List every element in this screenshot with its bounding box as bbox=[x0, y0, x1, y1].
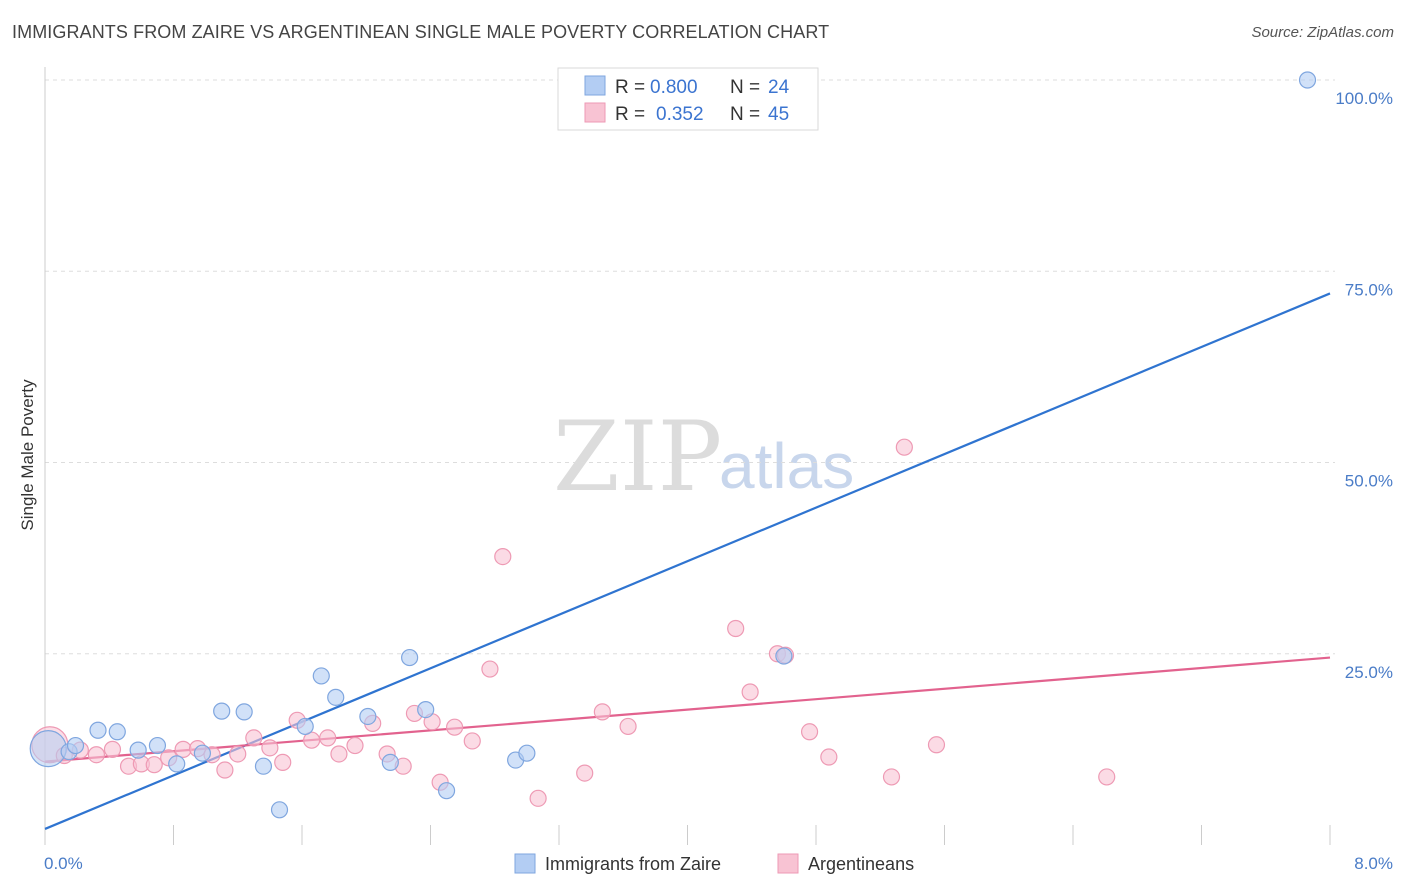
watermark-zip: ZIP bbox=[553, 401, 722, 513]
point-pink-35 bbox=[619, 717, 637, 736]
point-pink-15 bbox=[261, 739, 279, 757]
point-blue-12 bbox=[270, 801, 289, 819]
x-tick-label-max: 8.0% bbox=[1354, 854, 1393, 873]
point-blue-9 bbox=[213, 702, 231, 720]
point-pink-20 bbox=[330, 745, 348, 763]
y-tick-label-25: 25.0% bbox=[1345, 663, 1393, 682]
stats-legend: R = 0.800 N = 24 R = 0.352 N = 45 bbox=[557, 67, 819, 131]
point-blue-18 bbox=[401, 648, 419, 667]
stats-n-value-blue: 24 bbox=[768, 77, 790, 98]
point-pink-4 bbox=[103, 740, 122, 758]
chart-title: IMMIGRANTS FROM ZAIRE VS ARGENTINEAN SIN… bbox=[12, 22, 830, 42]
point-blue-14 bbox=[312, 667, 330, 685]
grid bbox=[45, 79, 1335, 655]
point-pink-33 bbox=[576, 764, 594, 782]
y-tick-label-100: 100.0% bbox=[1335, 89, 1393, 108]
stats-swatch-pink bbox=[584, 102, 606, 123]
point-pink-3 bbox=[87, 746, 106, 764]
stats-r-label-blue: R = bbox=[615, 77, 645, 98]
point-blue-15 bbox=[327, 688, 345, 706]
legend-swatch-argentineans bbox=[777, 853, 799, 874]
x-tick-label-min: 0.0% bbox=[44, 854, 83, 873]
legend-swatch-zaire bbox=[514, 853, 536, 874]
stats-n-label-pink: N = bbox=[730, 104, 760, 125]
point-pink-44 bbox=[927, 736, 946, 754]
point-blue-5 bbox=[129, 741, 147, 759]
point-pink-28 bbox=[445, 718, 464, 736]
point-pink-41 bbox=[820, 748, 838, 766]
stats-n-value-pink: 45 bbox=[768, 104, 789, 125]
point-blue-17 bbox=[381, 753, 399, 771]
point-blue-13 bbox=[296, 717, 314, 736]
point-pink-31 bbox=[494, 547, 512, 566]
point-pink-40 bbox=[800, 723, 819, 741]
source-credit: Source: ZipAtlas.com bbox=[1251, 24, 1394, 41]
stats-r-value-pink: 0.352 bbox=[656, 104, 704, 125]
point-blue-20 bbox=[437, 782, 456, 800]
point-blue-19 bbox=[417, 700, 435, 719]
point-blue-3 bbox=[89, 721, 107, 739]
point-pink-12 bbox=[216, 761, 234, 779]
point-blue-10 bbox=[235, 703, 253, 721]
point-blue-2 bbox=[66, 736, 85, 755]
point-blue-7 bbox=[168, 755, 186, 773]
point-blue-23 bbox=[775, 647, 793, 665]
y-tick-label-50: 50.0% bbox=[1345, 472, 1393, 491]
legend-label-zaire: Immigrants from Zaire bbox=[545, 854, 721, 874]
point-blue-24 bbox=[1298, 71, 1317, 89]
stats-swatch-blue bbox=[584, 75, 606, 96]
point-blue-16 bbox=[359, 707, 377, 726]
legend-label-argentineans: Argentineans bbox=[808, 854, 914, 874]
point-pink-42 bbox=[882, 768, 901, 786]
series-legend: Immigrants from Zaire Argentineans bbox=[514, 853, 914, 874]
point-pink-36 bbox=[727, 619, 745, 638]
stats-r-label-pink: R = bbox=[615, 104, 645, 125]
stats-r-value-blue: 0.800 bbox=[650, 77, 698, 98]
point-blue-8 bbox=[193, 744, 212, 762]
point-pink-32 bbox=[529, 789, 547, 807]
point-blue-6 bbox=[148, 736, 167, 755]
point-pink-13 bbox=[229, 745, 247, 763]
watermark-atlas: atlas bbox=[719, 430, 854, 502]
axes bbox=[44, 67, 1331, 845]
point-pink-14 bbox=[245, 729, 263, 747]
watermark: ZIP atlas bbox=[553, 401, 854, 513]
point-pink-9 bbox=[174, 740, 192, 758]
point-pink-19 bbox=[319, 729, 337, 747]
point-blue-22 bbox=[518, 744, 536, 762]
point-pink-16 bbox=[274, 753, 292, 771]
data-points bbox=[29, 71, 1317, 819]
stats-n-label-blue: N = bbox=[730, 77, 760, 98]
point-pink-7 bbox=[145, 756, 163, 774]
y-tick-label-75: 75.0% bbox=[1345, 280, 1393, 299]
point-blue-0 bbox=[29, 730, 67, 768]
point-pink-45 bbox=[1098, 768, 1116, 786]
point-pink-37 bbox=[741, 683, 759, 701]
point-blue-11 bbox=[254, 757, 273, 775]
point-pink-29 bbox=[463, 732, 481, 750]
point-pink-34 bbox=[593, 703, 611, 721]
point-pink-43 bbox=[895, 438, 913, 456]
point-pink-30 bbox=[481, 660, 499, 678]
point-blue-4 bbox=[108, 723, 126, 741]
y-tick-labels: 25.0% 50.0% 75.0% 100.0% bbox=[1335, 89, 1393, 682]
point-pink-21 bbox=[346, 736, 364, 755]
